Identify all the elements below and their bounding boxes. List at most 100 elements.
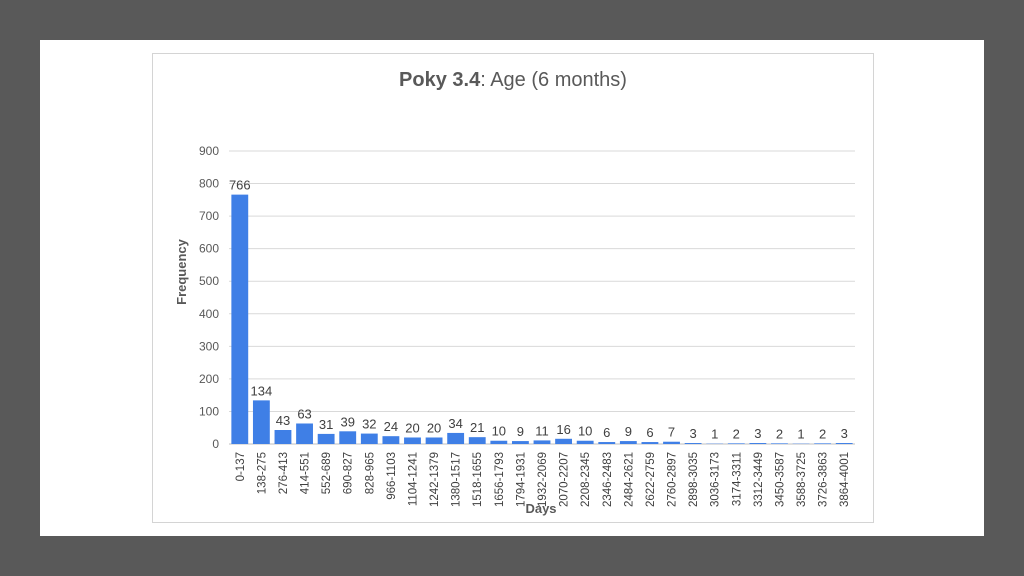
x-tick-label: 3588-3725 bbox=[796, 452, 808, 507]
y-tick-label: 200 bbox=[199, 372, 219, 386]
x-tick-label: 1656-1793 bbox=[494, 452, 506, 507]
bar bbox=[511, 441, 529, 444]
x-tick-label: 1242-1379 bbox=[429, 452, 441, 507]
gridlines bbox=[229, 150, 855, 445]
bar bbox=[619, 441, 637, 444]
data-label: 10 bbox=[578, 424, 592, 439]
bar bbox=[447, 432, 465, 444]
y-tick-label: 500 bbox=[199, 274, 219, 288]
x-tick-label: 138-275 bbox=[256, 452, 268, 494]
bar bbox=[641, 442, 659, 444]
bar bbox=[404, 437, 421, 444]
slide-background: Poky 3.4: Age (6 months) 0 100 200 300 400 50… bbox=[40, 40, 984, 536]
y-tick-label: 900 bbox=[199, 144, 219, 158]
data-label: 6 bbox=[603, 425, 610, 440]
data-label: 1 bbox=[797, 427, 804, 442]
data-label: 3 bbox=[841, 426, 848, 441]
x-tick-label: 1104-1241 bbox=[407, 452, 419, 506]
y-axis-ticks: 0 100 200 300 400 500 600 700 800 900 bbox=[199, 144, 219, 451]
bar bbox=[684, 443, 702, 444]
y-tick-label: 700 bbox=[199, 209, 219, 223]
x-tick-label: 276-413 bbox=[278, 452, 290, 494]
x-tick-label: 0-137 bbox=[235, 452, 247, 481]
bar bbox=[663, 441, 680, 444]
bar bbox=[814, 443, 832, 444]
data-label: 63 bbox=[297, 406, 311, 421]
x-tick-label: 3864-4001 bbox=[839, 452, 851, 507]
bar bbox=[576, 440, 594, 444]
data-label: 6 bbox=[646, 425, 653, 440]
data-label: 21 bbox=[470, 420, 484, 435]
bar bbox=[835, 443, 853, 444]
chart-title-rest: : Age (6 months) bbox=[480, 69, 627, 91]
x-tick-label: 1380-1517 bbox=[451, 452, 463, 507]
data-label: 39 bbox=[340, 414, 354, 429]
x-tick-label: 1794-1931 bbox=[515, 452, 527, 507]
data-label: 10 bbox=[492, 424, 506, 439]
bar bbox=[771, 443, 788, 444]
bar bbox=[339, 431, 357, 444]
bar bbox=[360, 433, 378, 444]
x-tick-label: 2070-2207 bbox=[559, 452, 571, 507]
bar bbox=[274, 430, 292, 444]
y-tick-label: 100 bbox=[199, 404, 219, 418]
bar bbox=[555, 438, 573, 444]
bar bbox=[533, 440, 551, 444]
data-label: 1 bbox=[711, 427, 718, 442]
x-tick-label: 2346-2483 bbox=[602, 452, 614, 507]
data-label: 134 bbox=[251, 383, 273, 398]
data-label: 34 bbox=[448, 416, 462, 431]
y-tick-label: 0 bbox=[212, 437, 219, 451]
data-label: 9 bbox=[625, 424, 632, 439]
data-label: 2 bbox=[776, 426, 783, 441]
x-tick-label: 552-689 bbox=[321, 452, 333, 494]
data-label: 20 bbox=[405, 420, 419, 435]
data-label: 11 bbox=[535, 423, 549, 438]
x-tick-label: 2484-2621 bbox=[623, 452, 635, 507]
x-tick-label: 828-965 bbox=[364, 452, 376, 494]
x-tick-label: 690-827 bbox=[343, 452, 355, 494]
data-label: 31 bbox=[319, 417, 333, 432]
x-axis-ticks: 0-137 138-275 276-413 414-551 552-689 690-827… bbox=[235, 452, 851, 507]
data-label: 2 bbox=[733, 426, 740, 441]
data-label: 24 bbox=[384, 419, 398, 434]
bar bbox=[252, 400, 270, 444]
data-label: 2 bbox=[819, 426, 826, 441]
x-tick-label: 3726-3863 bbox=[818, 452, 830, 507]
bar bbox=[490, 440, 508, 444]
y-tick-label: 800 bbox=[199, 177, 219, 191]
data-label: 3 bbox=[689, 426, 696, 441]
y-axis-title: Frequency bbox=[174, 238, 189, 305]
chart-area: Poky 3.4: Age (6 months) 0 100 200 300 400 50… bbox=[152, 53, 874, 523]
bar bbox=[296, 423, 313, 444]
x-tick-label: 1518-1655 bbox=[472, 452, 484, 507]
bar bbox=[317, 433, 335, 444]
y-tick-label: 300 bbox=[199, 339, 219, 353]
bar-chart: Poky 3.4: Age (6 months) 0 100 200 300 400 50… bbox=[174, 69, 855, 516]
data-label: 20 bbox=[427, 420, 441, 435]
x-tick-label: 3312-3449 bbox=[753, 452, 765, 507]
x-tick-label: 3450-3587 bbox=[774, 452, 786, 507]
x-tick-label: 2208-2345 bbox=[580, 452, 592, 507]
bar bbox=[382, 436, 400, 444]
bar bbox=[231, 194, 249, 444]
data-label: 3 bbox=[754, 426, 761, 441]
data-label: 9 bbox=[517, 424, 524, 439]
x-tick-label: 2760-2897 bbox=[667, 452, 679, 507]
y-tick-label: 600 bbox=[199, 242, 219, 256]
x-tick-label: 966-1103 bbox=[386, 452, 398, 500]
x-tick-label: 2898-3035 bbox=[688, 452, 700, 507]
data-label: 7 bbox=[668, 425, 675, 440]
chart-title-bold: Poky 3.4 bbox=[399, 69, 481, 91]
x-tick-label: 414-551 bbox=[300, 452, 312, 494]
x-tick-label: 2622-2759 bbox=[645, 452, 657, 507]
x-axis-title: Days bbox=[525, 501, 556, 516]
chart-title: Poky 3.4: Age (6 months) bbox=[399, 69, 627, 91]
bar bbox=[749, 443, 767, 444]
bar bbox=[425, 437, 443, 444]
bar bbox=[468, 437, 486, 444]
bar bbox=[598, 442, 616, 444]
x-tick-label: 3036-3173 bbox=[710, 452, 722, 507]
data-label: 16 bbox=[556, 422, 570, 437]
